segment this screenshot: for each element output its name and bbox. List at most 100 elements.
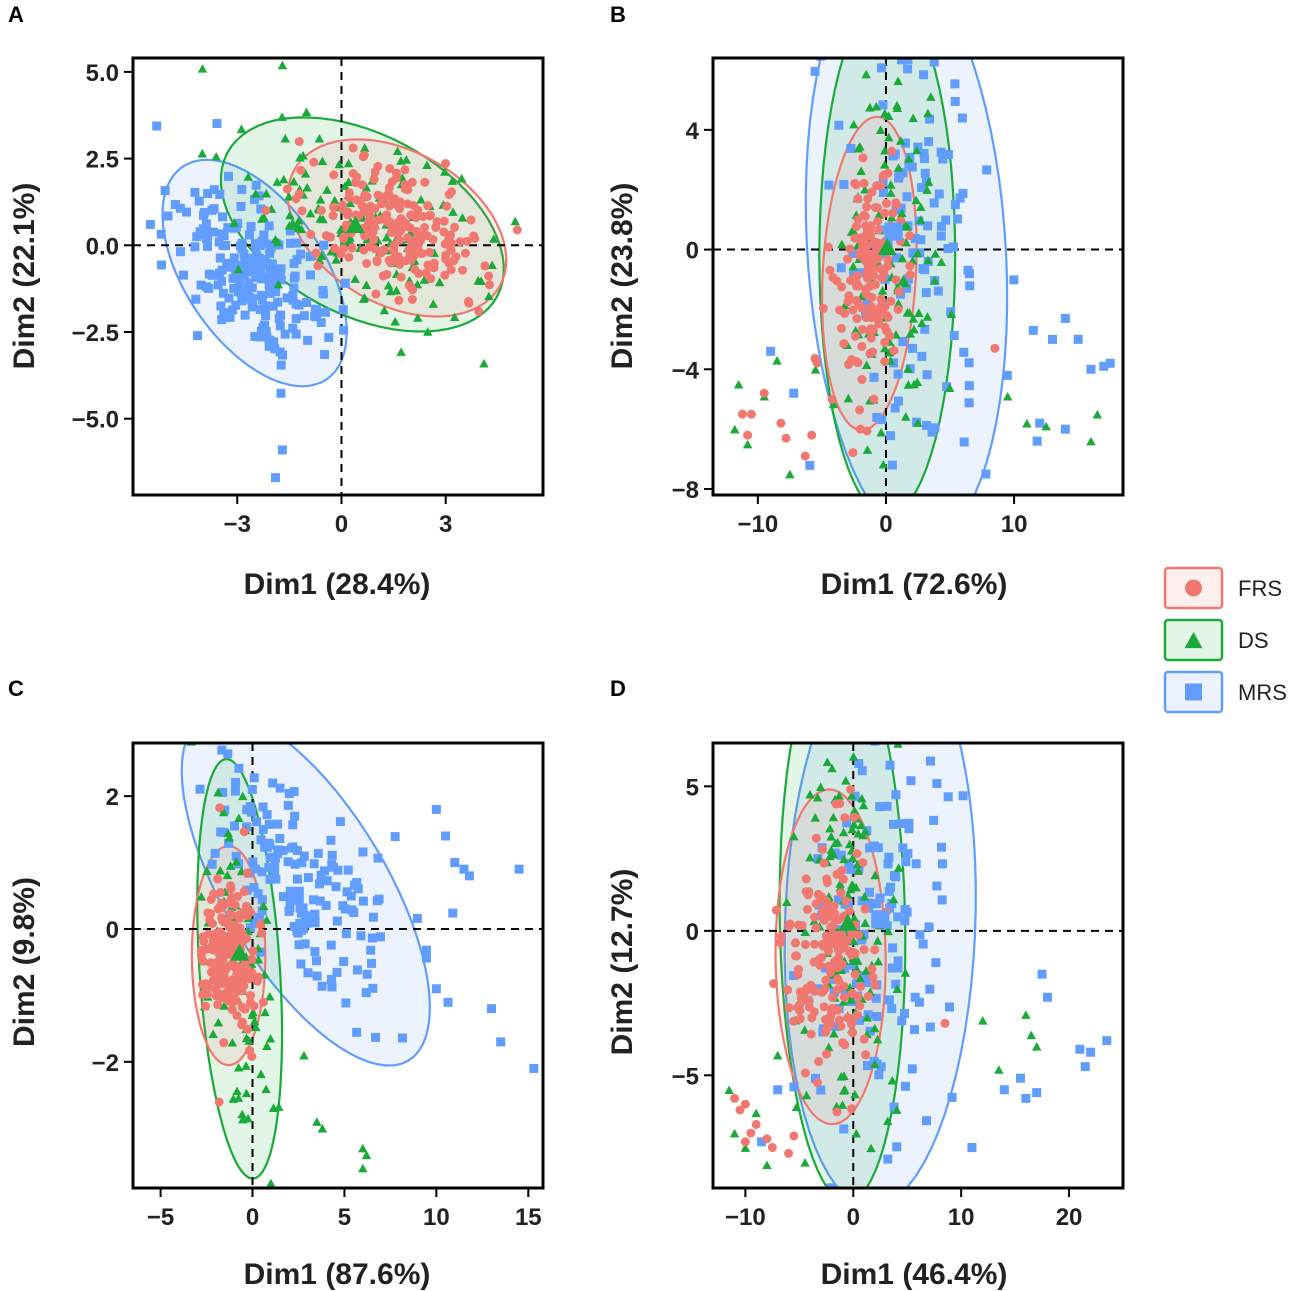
data-point-ds	[238, 1114, 248, 1124]
data-point-mrs	[922, 1116, 932, 1126]
data-point-ds	[839, 1086, 849, 1095]
data-point-frs	[373, 161, 383, 171]
data-point-frs	[237, 929, 247, 939]
data-point-mrs	[229, 283, 239, 293]
data-point-ds	[268, 1103, 279, 1112]
data-point-mrs	[842, 927, 852, 937]
data-point-mrs	[252, 817, 262, 827]
data-point-mrs	[1048, 334, 1058, 344]
data-point-mrs	[943, 792, 953, 802]
data-point-ds	[848, 880, 858, 890]
data-point-frs	[784, 1003, 794, 1013]
data-point-mrs	[256, 204, 266, 214]
data-point-ds	[893, 76, 903, 86]
data-point-ds	[302, 183, 312, 192]
data-point-frs	[844, 906, 854, 916]
data-point-frs	[458, 265, 468, 275]
data-point-mrs	[1060, 313, 1070, 323]
data-point-frs	[858, 858, 868, 868]
data-point-mrs	[202, 282, 212, 292]
data-point-frs	[369, 174, 379, 184]
data-point-mrs	[886, 431, 896, 441]
data-point-ds	[848, 261, 858, 271]
data-point-ds	[241, 1088, 252, 1098]
data-point-frs	[198, 990, 208, 1000]
data-point-mrs	[959, 437, 969, 447]
data-point-ds	[296, 224, 307, 234]
centroid-frs-d	[824, 930, 843, 949]
data-point-ds	[213, 1017, 224, 1027]
data-point-ds	[811, 720, 820, 729]
data-point-mrs	[891, 979, 901, 989]
data-point-frs	[484, 271, 494, 281]
data-point-mrs	[288, 820, 298, 830]
data-point-ds	[401, 155, 412, 164]
centroid-frs-a	[388, 218, 407, 237]
data-point-frs	[817, 987, 827, 997]
data-point-mrs	[257, 906, 267, 916]
data-point-mrs	[257, 236, 267, 246]
data-point-ds	[886, 188, 896, 197]
data-point-ds	[225, 861, 236, 870]
data-point-ds	[857, 793, 867, 803]
data-point-mrs	[309, 859, 319, 869]
data-point-mrs	[885, 903, 895, 913]
data-point-mrs	[891, 253, 901, 263]
data-point-mrs	[203, 189, 213, 199]
data-point-frs	[844, 359, 854, 369]
y-tick-label-a: 2.5	[86, 147, 119, 174]
data-point-frs	[424, 211, 434, 221]
data-point-frs	[810, 939, 820, 949]
data-point-mrs	[901, 857, 911, 867]
plot-contents-d	[713, 695, 1123, 1188]
data-point-ds	[922, 185, 932, 194]
data-point-ds	[878, 459, 889, 469]
data-point-frs	[853, 233, 863, 243]
data-point-mrs	[891, 205, 901, 215]
data-point-frs	[861, 284, 871, 294]
data-point-frs	[382, 210, 392, 220]
data-point-mrs	[283, 800, 293, 810]
data-point-ds	[892, 1105, 902, 1114]
data-point-mrs	[896, 203, 906, 213]
data-point-frs	[311, 248, 321, 258]
data-point-frs	[790, 951, 800, 961]
data-point-mrs	[917, 695, 926, 704]
data-point-mrs	[846, 143, 856, 153]
data-point-mrs	[236, 201, 246, 211]
data-point-mrs	[276, 310, 286, 320]
data-point-ds	[858, 800, 869, 810]
data-point-frs	[818, 844, 828, 854]
y-tick-label-a: 0.0	[86, 233, 119, 260]
data-point-mrs	[999, 1085, 1009, 1095]
data-point-frs	[784, 922, 794, 932]
data-point-ds	[912, 248, 923, 258]
data-point-mrs	[192, 232, 202, 242]
data-point-frs	[248, 946, 258, 956]
data-point-mrs	[264, 819, 274, 829]
data-point-frs	[840, 308, 850, 318]
data-point-frs	[371, 289, 381, 299]
data-point-mrs	[318, 286, 328, 296]
data-point-mrs	[339, 325, 349, 335]
data-point-ds	[850, 1089, 860, 1099]
data-point-ds	[911, 195, 921, 205]
data-point-frs	[380, 192, 390, 202]
data-point-ds	[900, 968, 911, 977]
data-point-mrs	[958, 791, 968, 801]
data-point-ds	[896, 136, 906, 145]
data-point-frs	[313, 261, 323, 271]
data-point-mrs	[373, 853, 383, 863]
data-point-frs	[869, 394, 879, 404]
data-point-ds	[1022, 418, 1032, 428]
data-point-mrs	[826, 1183, 836, 1188]
data-point-mrs	[957, 113, 967, 123]
data-point-frs	[431, 222, 441, 232]
centroid-mrs-c	[285, 886, 304, 905]
data-point-frs	[868, 347, 878, 357]
data-point-ds	[197, 64, 208, 73]
data-point-mrs	[884, 852, 894, 862]
legend-label-frs: FRS	[1238, 576, 1282, 601]
data-point-ds	[862, 445, 873, 454]
data-point-mrs	[287, 843, 297, 853]
